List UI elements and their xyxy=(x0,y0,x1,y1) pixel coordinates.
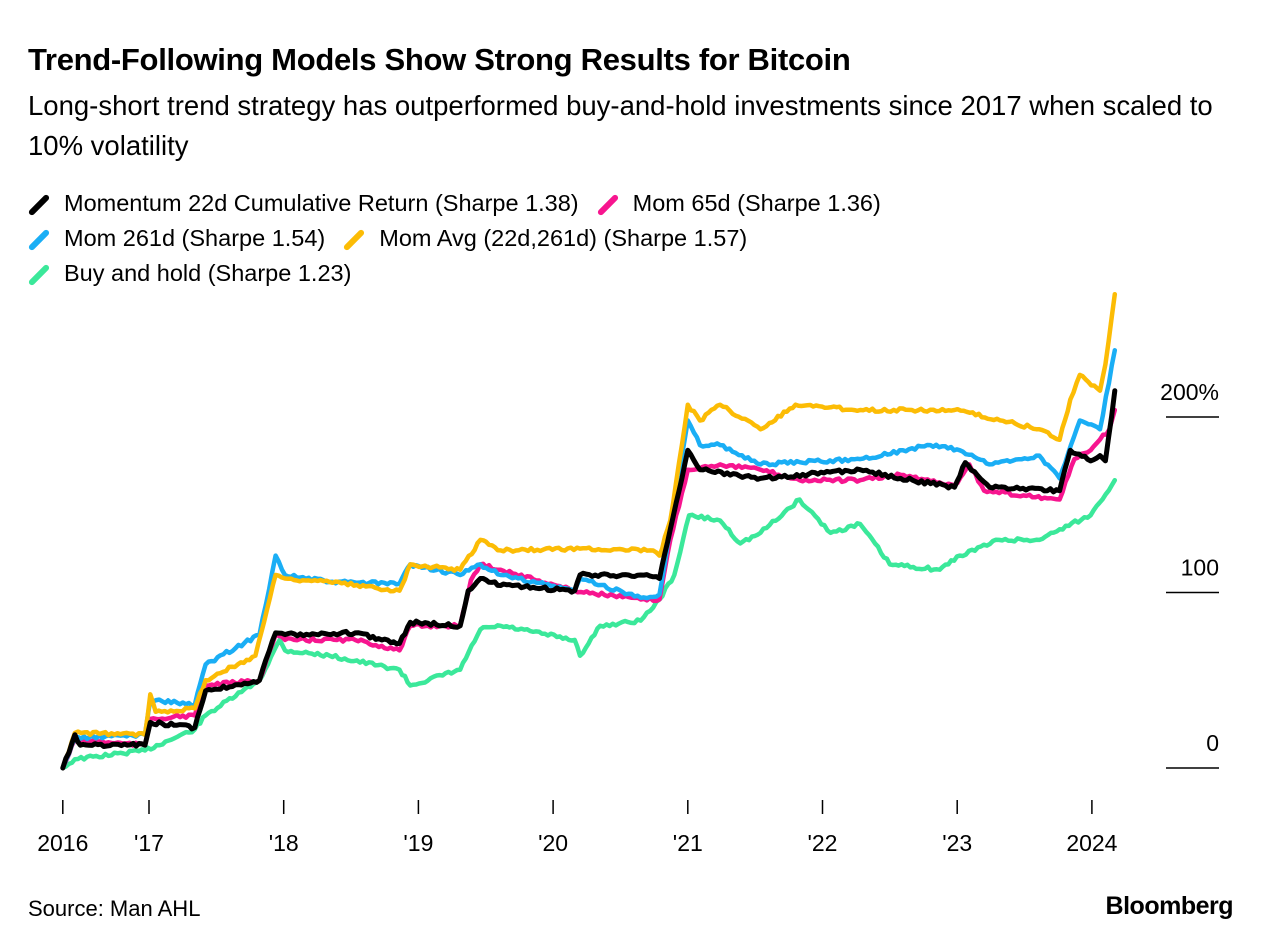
chart-title: Trend-Following Models Show Strong Resul… xyxy=(28,42,851,77)
y-tick-label: 200% xyxy=(1160,379,1219,405)
x-tick-label: 2016 xyxy=(37,830,88,856)
legend-label: Mom 65d (Sharpe 1.36) xyxy=(632,190,881,216)
legend-item-mom65: Mom 65d (Sharpe 1.36) xyxy=(597,190,881,217)
y-tick-label: 100 xyxy=(1181,555,1219,581)
series-line-2 xyxy=(60,348,1118,771)
legend-item-mom261: Mom 261d (Sharpe 1.54) xyxy=(28,225,325,252)
x-tick-label: '19 xyxy=(403,830,433,856)
x-tick-label: '23 xyxy=(942,830,972,856)
y-tick-label: 0 xyxy=(1206,730,1219,756)
legend-item-mom22: Momentum 22d Cumulative Return (Sharpe 1… xyxy=(28,190,579,217)
legend-item-buyhold: Buy and hold (Sharpe 1.23) xyxy=(28,260,351,287)
x-tick-label: '17 xyxy=(134,830,164,856)
series-line-1 xyxy=(60,407,1118,771)
legend-item-momavg: Mom Avg (22d,261d) (Sharpe 1.57) xyxy=(343,225,747,252)
source-note: Source: Man AHL xyxy=(28,896,201,921)
bloomberg-logo: Bloomberg xyxy=(1105,892,1234,920)
x-tick-label: '18 xyxy=(269,830,299,856)
legend-label: Mom 261d (Sharpe 1.54) xyxy=(64,225,326,251)
legend: Momentum 22d Cumulative Return (Sharpe 1… xyxy=(28,186,1228,291)
x-tick-label: '22 xyxy=(808,830,838,856)
legend-label: Momentum 22d Cumulative Return (Sharpe 1… xyxy=(64,190,579,216)
legend-label: Mom Avg (22d,261d) (Sharpe 1.57) xyxy=(379,225,748,251)
series-line-3 xyxy=(60,291,1118,771)
series-line-4 xyxy=(60,388,1118,771)
series-line-0 xyxy=(60,477,1118,771)
x-tick-label: '20 xyxy=(538,830,568,856)
x-tick-label: 2024 xyxy=(1066,830,1117,856)
x-tick-label: '21 xyxy=(673,830,703,856)
chart-subtitle: Long-short trend strategy has outperform… xyxy=(28,90,1213,161)
legend-label: Buy and hold (Sharpe 1.23) xyxy=(64,260,352,286)
